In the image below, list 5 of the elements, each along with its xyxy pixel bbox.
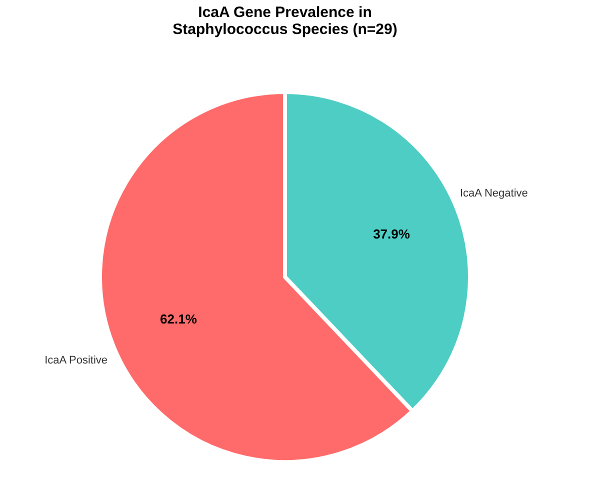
slice-label: IcaA Positive xyxy=(44,354,108,366)
data-label: 62.1% xyxy=(160,312,198,327)
chart-title: IcaA Gene Prevalence in Staphylococcus Species (n=29) xyxy=(172,4,398,38)
data-label: 37.9% xyxy=(373,226,410,242)
slice-label: IcaA Negative xyxy=(460,188,528,200)
